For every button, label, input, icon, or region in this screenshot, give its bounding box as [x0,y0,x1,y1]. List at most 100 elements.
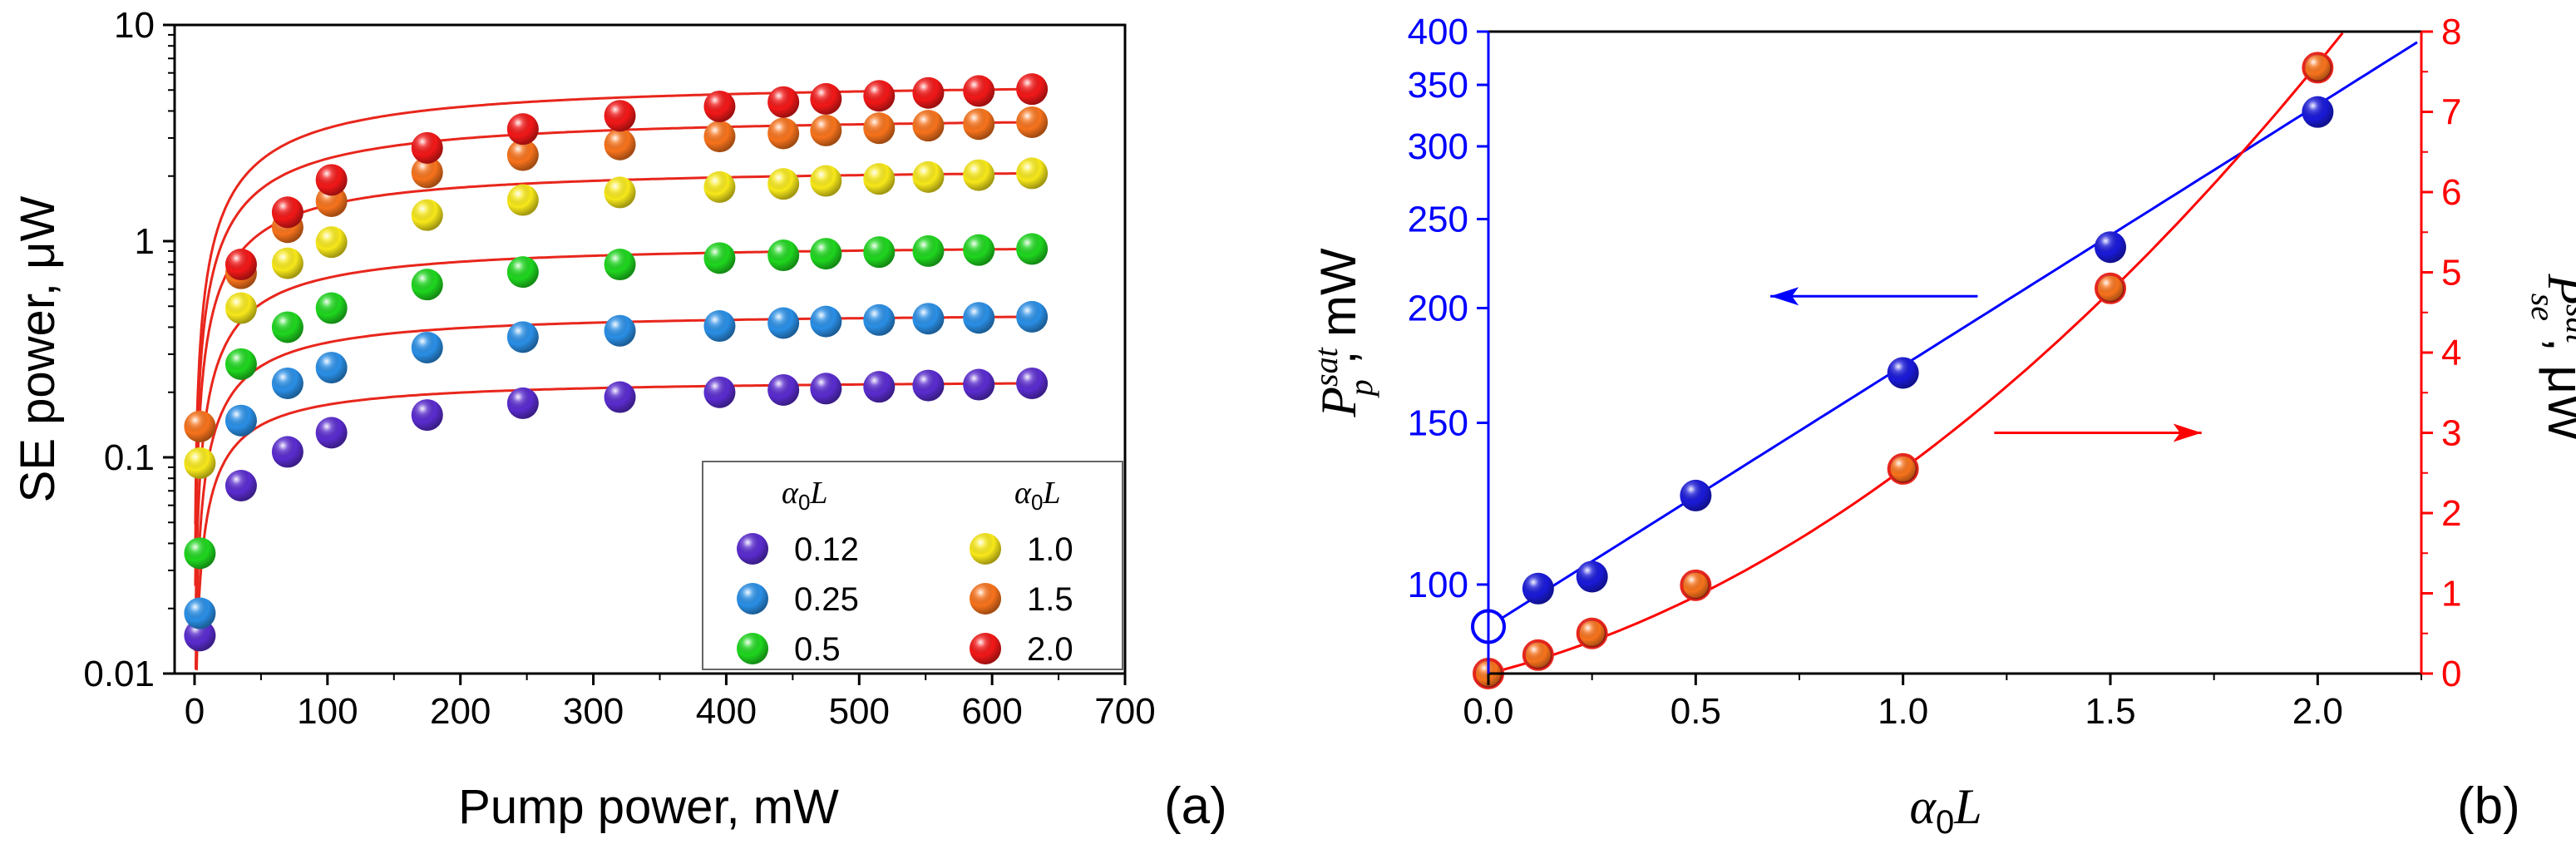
panel-a-x-label: Pump power, mW [458,780,839,834]
data-point [963,234,995,266]
data-point [271,367,303,399]
right-y-tick-label: 1 [2441,574,2461,615]
legend-item: 0.5 [737,631,841,668]
data-point [411,199,443,231]
marker-shine [506,321,539,353]
legend-label: 2.0 [1027,631,1073,668]
marker-shine [506,184,539,216]
data-point [271,247,303,279]
marker-shine [1522,572,1554,605]
marker-shine [963,368,995,401]
marker-shine [970,633,1001,664]
panel-b: 0.0 0.5 1.0 1.5 2.0 100 150 200 250 300 350 400 0 1… [1307,12,2576,841]
marker-shine [767,373,800,406]
data-point [1887,357,1919,389]
right-y-tick-label: 4 [2441,333,2461,373]
marker-shine [767,307,800,339]
data-point [912,160,945,193]
series-1.0 [184,157,1049,479]
x-tick-label: 0 [185,691,205,732]
fit-curve-0.25 [194,315,1044,669]
marker-shine [315,417,348,449]
marker-shine [184,620,216,652]
right-y-tick-label: 5 [2441,253,2461,294]
data-point [604,176,636,209]
data-point [1016,73,1049,106]
marker-shine [315,292,348,324]
marker-shine [810,114,842,146]
panel-b-x-label: α0L [1909,779,1981,841]
marker-shine [963,234,995,266]
marker-shine [271,311,303,343]
marker-shine [863,371,896,403]
data-point [411,269,443,301]
data-point [506,139,539,171]
panel-a-y-label: SE power, μW [11,195,65,502]
marker-shine [863,80,896,112]
data-point [912,303,945,335]
panel-b-right-y-label: Psatse, μW [2524,273,2576,442]
legend-item: 2.0 [970,631,1073,668]
x-tick-label: 1.5 [2085,691,2135,732]
marker-shine [506,113,539,146]
data-point [271,436,303,468]
marker-shine [703,310,736,343]
data-point [810,305,842,338]
legend-label: 1.0 [1027,531,1073,568]
data-point [2302,52,2334,84]
marker-shine [411,156,443,189]
marker-shine [2302,96,2334,128]
data-point [184,447,216,479]
data-point [703,121,736,153]
data-point [225,249,257,281]
marker-shine [225,348,257,380]
data-point [506,184,539,216]
marker-shine [411,331,443,363]
marker-shine [1016,367,1049,399]
data-point [863,371,896,403]
legend-items: 0.12 0.25 0.5 1.0 1.5 2.0 [737,531,1073,668]
data-point [810,373,842,405]
marker-shine [767,117,800,150]
marker-shine [970,533,1001,565]
panel-a: 0 100 200 300 400 500 600 700 0.01 0.1 1 10 α0L α0… [11,5,1227,835]
panel-b-left-y-label: Psatp, mW [1307,248,1379,418]
panel-a-legend: α0L α0L 0.12 0.25 0.5 1.0 1.5 2.0 [702,461,1123,670]
marker-shine [315,226,348,259]
panel-a-data-points [184,73,1049,652]
marker-shine [912,369,945,402]
data-point [1680,569,1712,601]
marker-shine [1681,570,1710,600]
data-point [963,75,995,107]
marker-shine [1523,640,1552,669]
data-point [912,110,945,142]
panel-b-arrows [1770,287,2202,442]
marker-shine [225,469,257,501]
panel-a-plot-frame [173,23,1127,675]
marker-shine [1016,233,1049,265]
legend-marker [737,583,768,615]
data-point [703,170,736,203]
marker-shine [703,90,736,122]
panel-b-x-ticks: 0.0 0.5 1.0 1.5 2.0 [1463,674,2422,732]
right-y-tick-label: 2 [2441,493,2461,534]
data-point [225,469,257,501]
panel-b-data-points [1471,52,2334,689]
left-y-tick-label: 350 [1408,65,1468,106]
data-point [506,256,539,289]
y-tick-label: 0.01 [83,654,155,694]
marker-shine [604,176,636,209]
data-point [767,168,800,200]
legend-label: 0.25 [794,581,859,618]
data-point [411,331,443,363]
data-point [411,156,443,189]
legend-label: 1.5 [1027,581,1073,618]
marker-shine [225,249,257,281]
marker-shine [810,305,842,338]
data-point [184,620,216,652]
panel-a-x-ticks: 0 100 200 300 400 500 600 700 [185,674,1156,732]
data-point [767,307,800,339]
data-point [315,292,348,324]
marker-shine [912,303,945,335]
